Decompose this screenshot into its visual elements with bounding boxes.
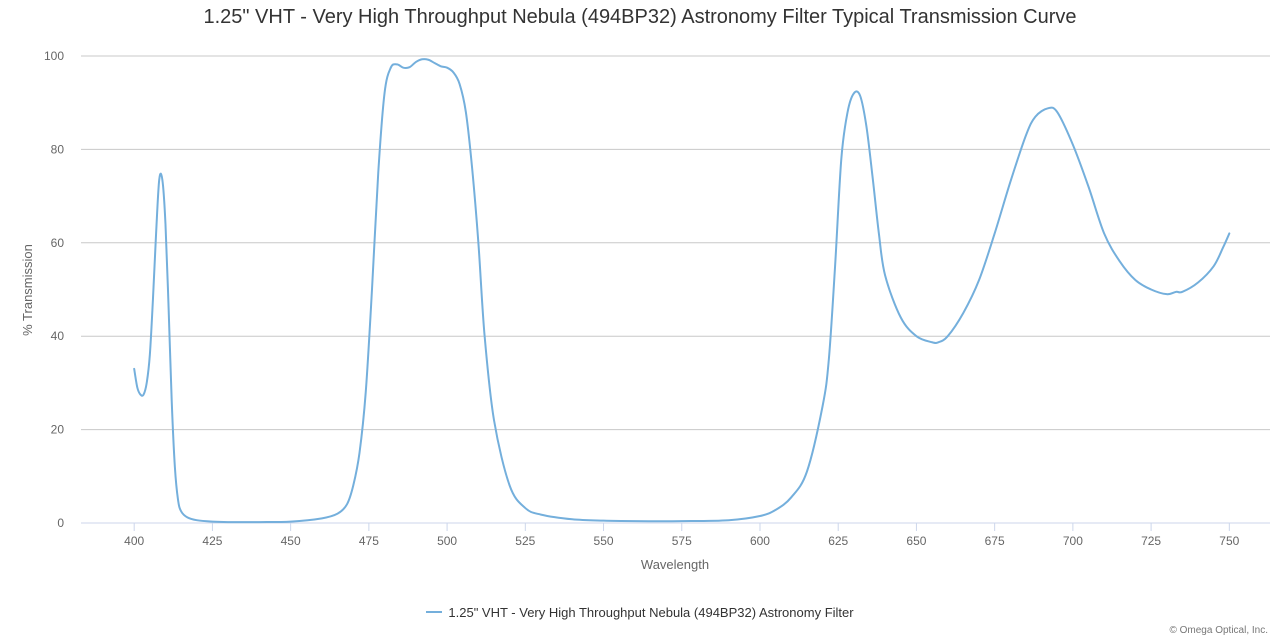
- x-tick-label: 425: [202, 534, 222, 548]
- y-axis: 0 20 40 60 80 100: [44, 49, 64, 530]
- x-tick-label: 700: [1063, 534, 1083, 548]
- copyright-credit: © Omega Optical, Inc.: [1169, 625, 1268, 636]
- y-tick-label: 80: [51, 142, 65, 156]
- x-tick-label: 600: [750, 534, 770, 548]
- gridlines: [81, 55, 1270, 524]
- legend[interactable]: 1.25" VHT - Very High Throughput Nebula …: [0, 605, 1280, 620]
- x-tick-label: 750: [1219, 534, 1239, 548]
- y-tick-label: 40: [51, 329, 65, 343]
- x-tick-label: 650: [906, 534, 926, 548]
- legend-label: 1.25" VHT - Very High Throughput Nebula …: [448, 605, 854, 620]
- x-tick-label: 400: [124, 534, 144, 548]
- y-tick-label: 100: [44, 49, 64, 63]
- x-tick-label: 625: [828, 534, 848, 548]
- x-tick-label: 575: [672, 534, 692, 548]
- y-tick-label: 60: [51, 236, 65, 250]
- x-tick-label: 725: [1141, 534, 1161, 548]
- x-axis-title: Wavelength: [641, 557, 709, 572]
- y-axis-title: % Transmission: [20, 244, 35, 336]
- chart-title: 1.25" VHT - Very High Throughput Nebula …: [203, 6, 1077, 28]
- x-tick-label: 500: [437, 534, 457, 548]
- series-line-0[interactable]: [133, 58, 1231, 524]
- series-layer[interactable]: [133, 58, 1231, 524]
- y-tick-label: 0: [57, 516, 64, 530]
- x-tick-label: 475: [359, 534, 379, 548]
- y-tick-label: 20: [51, 423, 65, 437]
- x-tick-label: 550: [594, 534, 614, 548]
- x-tick-label: 450: [281, 534, 301, 548]
- x-tick-label: 675: [985, 534, 1005, 548]
- x-tick-label: 525: [515, 534, 535, 548]
- x-axis: 400 425 450 475 500 525 550 575 600 625 650 675 700 7…: [124, 523, 1240, 548]
- legend-swatch: [426, 610, 443, 613]
